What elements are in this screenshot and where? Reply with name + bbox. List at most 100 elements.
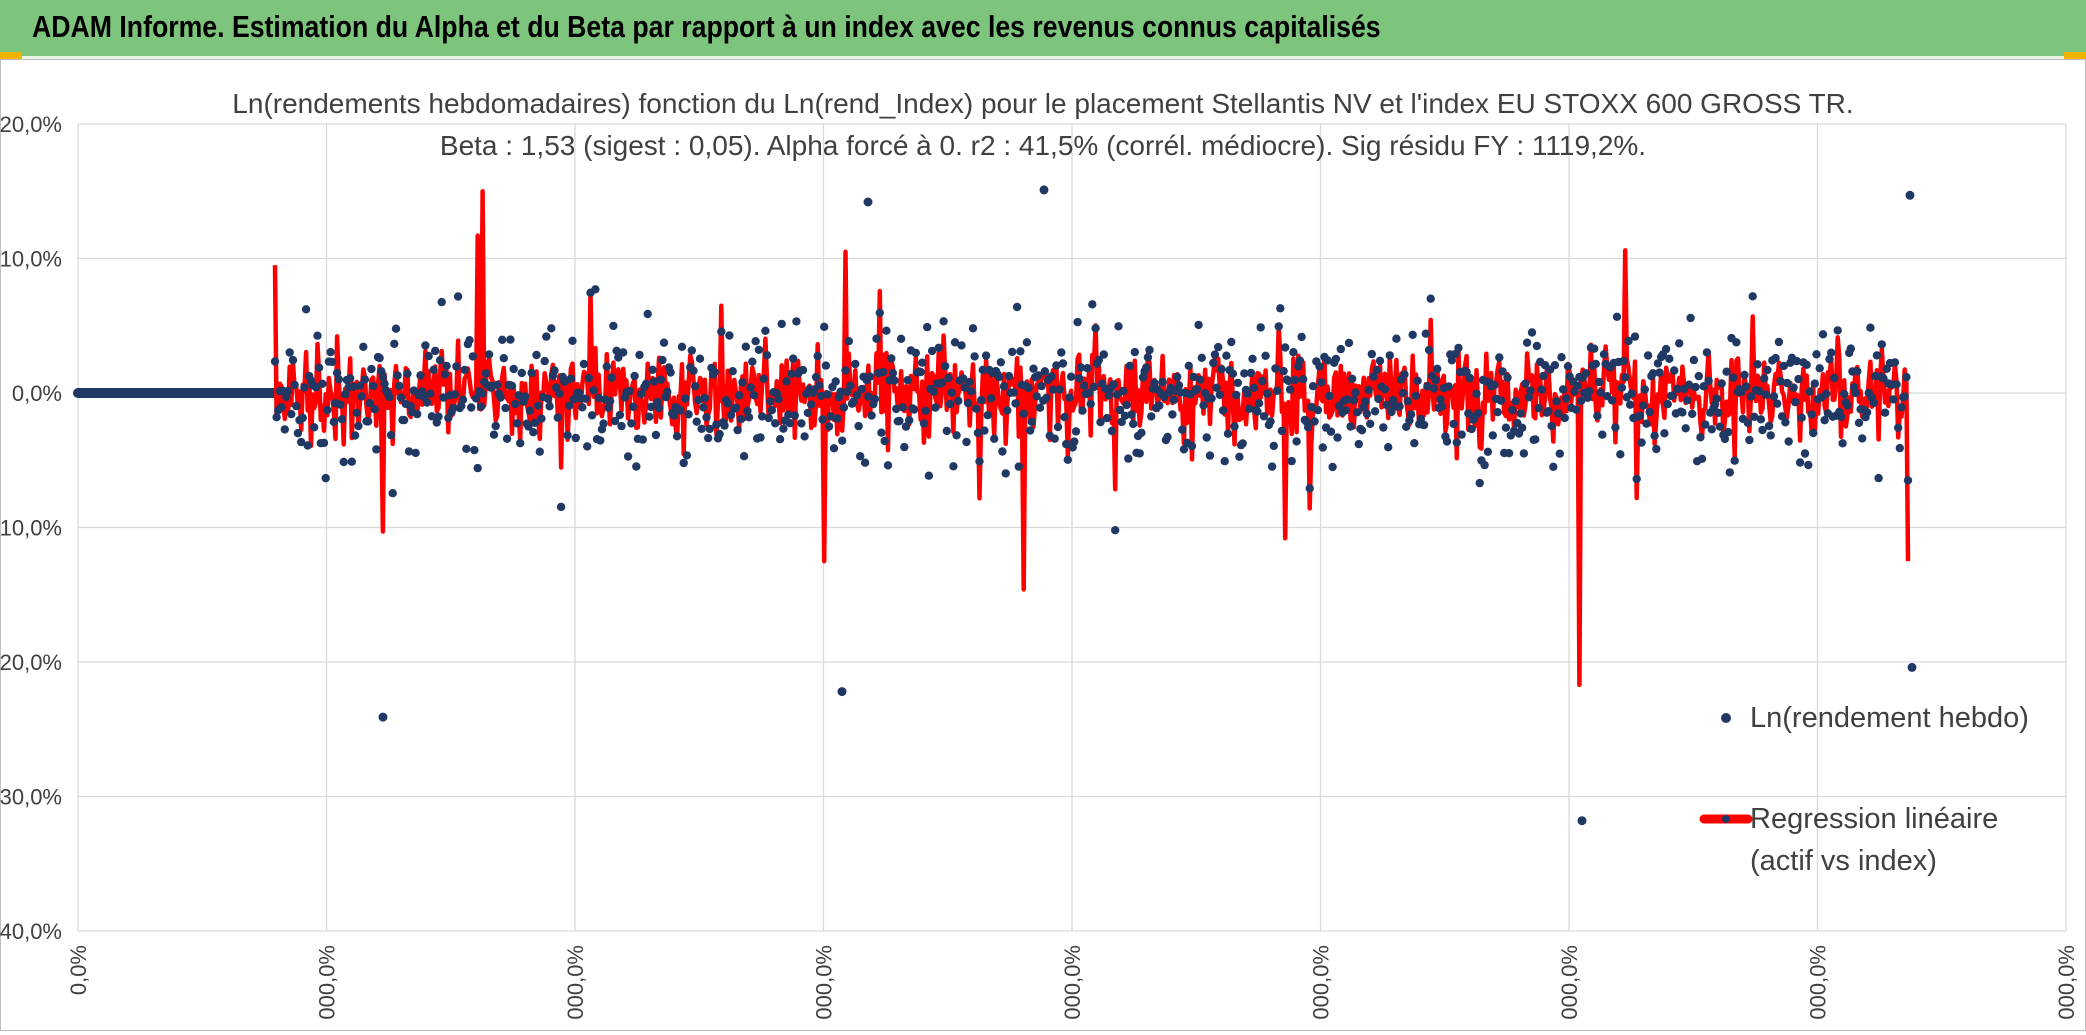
- data-point: [270, 357, 280, 366]
- data-point: [1037, 381, 1046, 391]
- data-point: [1375, 356, 1385, 365]
- data-point: [829, 444, 839, 453]
- data-point: [1547, 421, 1556, 431]
- data-point: [1158, 377, 1167, 387]
- data-point: [1645, 407, 1654, 417]
- data-point: [748, 357, 757, 366]
- data-point: [1648, 369, 1658, 378]
- data-point: [1034, 371, 1043, 380]
- data-point: [882, 326, 891, 335]
- data-point: [733, 425, 742, 435]
- data-point-extreme: [863, 197, 873, 207]
- data-point: [857, 384, 866, 394]
- data-point: [1782, 378, 1792, 388]
- data-point: [1400, 370, 1409, 379]
- data-point: [434, 412, 443, 421]
- data-point: [293, 429, 303, 438]
- data-point: [1413, 376, 1422, 385]
- data-point: [1137, 428, 1146, 437]
- data-point: [318, 379, 327, 388]
- data-point: [999, 382, 1009, 391]
- data-point: [385, 392, 394, 402]
- data-point: [431, 346, 440, 356]
- data-point: [337, 415, 347, 424]
- data-point: [1129, 419, 1138, 429]
- data-point: [1800, 449, 1810, 458]
- data-point: [355, 381, 365, 390]
- data-point: [1725, 468, 1735, 477]
- data-point: [617, 421, 626, 431]
- data-point: [1802, 360, 1811, 369]
- data-point: [439, 393, 448, 402]
- data-point: [1173, 372, 1182, 382]
- data-point: [1451, 349, 1460, 359]
- data-point: [1596, 388, 1605, 397]
- data-point: [1333, 433, 1342, 442]
- data-point: [944, 373, 953, 383]
- data-point: [990, 434, 999, 443]
- data-point: [1349, 396, 1359, 405]
- data-point: [651, 430, 661, 440]
- data-point: [898, 403, 907, 412]
- data-point: [1730, 456, 1739, 465]
- data-point: [1691, 382, 1700, 392]
- data-point: [1143, 353, 1153, 362]
- data-point: [669, 411, 679, 420]
- data-point: [1794, 374, 1803, 384]
- data-point: [1624, 336, 1633, 346]
- data-point: [370, 405, 379, 414]
- data-point: [280, 425, 289, 434]
- data-point: [516, 439, 525, 448]
- data-point: [1053, 422, 1063, 432]
- data-point: [1261, 351, 1270, 360]
- data-point: [489, 430, 499, 439]
- data-point: [797, 419, 806, 428]
- data-point: [878, 367, 888, 377]
- data-point: [1675, 339, 1684, 348]
- data-point: [530, 418, 540, 427]
- data-point: [1014, 462, 1023, 471]
- data-point: [1830, 373, 1839, 383]
- data-point: [1052, 361, 1061, 370]
- data-point: [736, 414, 746, 424]
- data-point: [751, 337, 760, 346]
- data-point: [1742, 382, 1751, 391]
- data-point: [1222, 351, 1231, 360]
- data-point: [1805, 387, 1815, 396]
- data-point: [1652, 444, 1661, 454]
- data-point: [1810, 379, 1820, 388]
- data-point: [684, 410, 693, 419]
- data-point: [739, 452, 749, 461]
- data-point: [782, 377, 791, 386]
- data-point: [303, 441, 312, 450]
- data-point: [1209, 358, 1218, 368]
- data-point: [1773, 399, 1782, 408]
- data-point: [1063, 455, 1073, 464]
- data-point: [1668, 391, 1677, 400]
- data-point: [872, 334, 881, 343]
- data-point: [741, 342, 750, 351]
- data-point: [1357, 426, 1367, 435]
- data-point: [1367, 349, 1377, 359]
- data-point: [514, 391, 523, 400]
- data-point: [1310, 417, 1319, 426]
- data-point: [1348, 374, 1357, 383]
- data-point: [1877, 340, 1887, 349]
- data-point: [970, 352, 979, 361]
- data-point: [452, 362, 461, 371]
- data-point: [789, 354, 798, 363]
- data-point: [1057, 348, 1066, 357]
- data-point: [811, 372, 821, 382]
- data-point: [1795, 458, 1805, 467]
- data-point: [300, 383, 309, 392]
- data-point: [502, 434, 512, 443]
- data-point: [646, 402, 656, 412]
- data-point: [1684, 380, 1694, 389]
- data-point: [803, 408, 813, 418]
- data-point: [1732, 338, 1741, 347]
- data-point: [1279, 366, 1288, 376]
- data-point: [498, 335, 507, 344]
- data-point: [442, 361, 451, 371]
- y-tick-label: -30,0%: [0, 785, 62, 810]
- data-point: [404, 447, 414, 456]
